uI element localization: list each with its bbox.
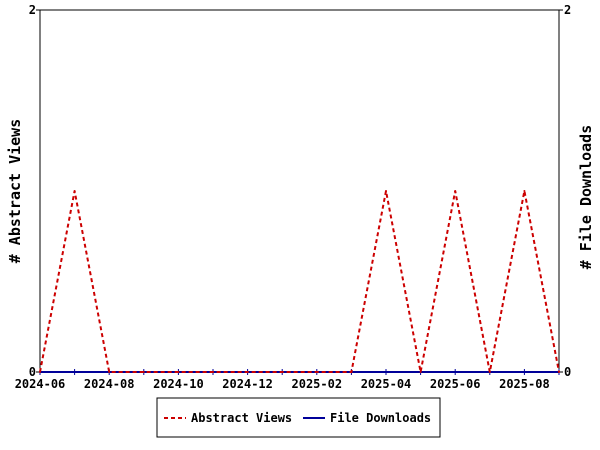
- plot-border: [39, 9, 560, 373]
- data-point-abstract-views: [281, 371, 284, 373]
- series-layer: [39, 190, 560, 373]
- x-tick-label: 2025-08: [499, 377, 550, 391]
- data-point-file-downloads: [73, 371, 76, 373]
- legend-box: [156, 397, 441, 438]
- y2-tick-label: 0: [564, 365, 571, 379]
- y-axis-title-right: # File Downloads: [577, 125, 595, 270]
- legend: Abstract Views File Downloads: [156, 397, 441, 438]
- x-tick-label: 2024-10: [153, 377, 204, 391]
- data-point-file-downloads: [454, 371, 457, 373]
- data-point-abstract-views: [488, 371, 491, 373]
- data-point-abstract-views: [142, 371, 145, 373]
- data-point-abstract-views: [108, 371, 111, 373]
- data-point-abstract-views: [419, 371, 422, 373]
- data-point-abstract-views: [177, 371, 180, 373]
- y-axis-title-left: # Abstract Views: [6, 119, 24, 264]
- y-tick-label: 2: [29, 3, 36, 17]
- data-point-abstract-views: [558, 371, 560, 373]
- data-point-abstract-views: [454, 190, 457, 192]
- legend-label-abstract-views: Abstract Views: [191, 411, 292, 425]
- y-axis-right: 02: [559, 3, 571, 379]
- data-point-abstract-views: [315, 371, 318, 373]
- y2-tick-label: 2: [564, 3, 571, 17]
- x-tick-label: 2024-12: [222, 377, 273, 391]
- data-point-abstract-views: [246, 371, 249, 373]
- data-point-file-downloads: [523, 371, 526, 373]
- data-point-file-downloads: [385, 371, 387, 373]
- data-point-abstract-views: [523, 190, 526, 192]
- x-tick-label: 2025-06: [430, 377, 481, 391]
- y-axis-left: 02: [29, 3, 40, 379]
- series-line-abstract-views: [39, 190, 560, 373]
- plot-area: [39, 9, 560, 373]
- x-tick-label: 2025-04: [361, 377, 412, 391]
- x-tick-label: 2025-02: [292, 377, 343, 391]
- x-tick-label: 2024-08: [84, 377, 135, 391]
- data-point-abstract-views: [39, 371, 41, 373]
- x-tick-label: 2024-06: [15, 377, 66, 391]
- data-point-abstract-views: [385, 190, 387, 192]
- data-point-abstract-views: [212, 371, 214, 373]
- legend-label-file-downloads: File Downloads: [330, 411, 431, 425]
- y-tick-label: 0: [29, 365, 36, 379]
- data-point-abstract-views: [73, 190, 76, 192]
- data-point-abstract-views: [350, 371, 353, 373]
- x-axis: 2024-06 2024-08 2024-10 2024-12 2025-02 2025-…: [15, 369, 560, 391]
